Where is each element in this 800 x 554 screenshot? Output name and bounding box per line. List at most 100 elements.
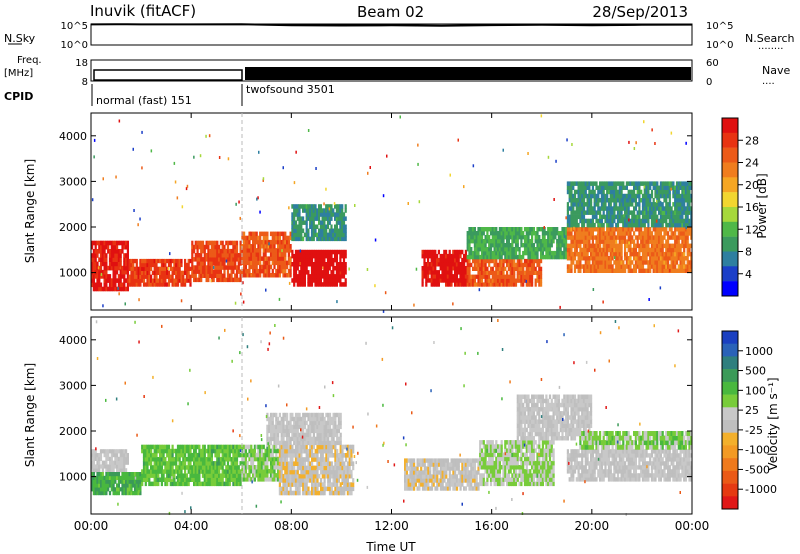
heatmap-cell <box>620 218 623 224</box>
heatmap-cell <box>219 457 222 462</box>
heatmap-cell <box>570 193 573 199</box>
heatmap-cell <box>677 189 680 195</box>
heatmap-cell <box>309 490 312 496</box>
heatmap-cell <box>328 262 331 267</box>
heatmap-cell <box>650 210 654 215</box>
heatmap-cell <box>624 231 627 236</box>
heatmap-cell <box>146 262 149 268</box>
heatmap-cell <box>672 243 675 249</box>
heatmap-cell <box>311 486 314 492</box>
heatmap-cell <box>262 256 265 261</box>
heatmap-cell <box>232 473 235 478</box>
heatmap-cell <box>684 235 687 240</box>
heatmap-cell <box>260 256 264 261</box>
heatmap-cell <box>477 243 480 248</box>
heatmap-cell <box>604 206 607 211</box>
heatmap-cell <box>575 227 578 232</box>
heatmap-cell <box>228 473 231 478</box>
heatmap-cell <box>548 254 552 260</box>
heatmap-cell <box>480 262 484 268</box>
heatmap-cell <box>169 477 172 482</box>
heatmap-cell <box>155 258 158 264</box>
heatmap-cell <box>633 222 636 228</box>
heatmap-cell <box>620 193 623 199</box>
heatmap-cell <box>613 256 616 260</box>
heatmap-cell <box>303 478 307 483</box>
heatmap-cell <box>223 448 226 454</box>
heatmap-cell <box>278 248 281 253</box>
heatmap-cell <box>210 452 213 458</box>
heatmap-cell <box>230 261 233 266</box>
heatmap-cell <box>645 256 648 261</box>
heatmap-cell <box>142 444 146 450</box>
heatmap-cell <box>171 266 174 271</box>
heatmap-cell <box>500 227 503 232</box>
heatmap-cell <box>173 481 176 487</box>
heatmap-cell <box>209 273 212 278</box>
heatmap-cell <box>300 266 303 271</box>
heatmap-cell <box>602 222 605 228</box>
heatmap-cell <box>114 286 117 292</box>
heatmap-cell <box>110 460 113 465</box>
heatmap-cell <box>253 448 256 454</box>
beam-title: Beam 02 <box>357 3 424 21</box>
heatmap-cell <box>101 253 104 258</box>
heatmap-cell <box>114 249 117 254</box>
heatmap-cell <box>214 473 217 478</box>
heatmap-cell <box>493 270 496 275</box>
heatmap-cell <box>298 478 301 483</box>
heatmap-cell <box>579 231 582 236</box>
heatmap-cell <box>107 479 110 484</box>
heatmap-cell <box>455 262 458 267</box>
heatmap-cell <box>302 482 305 487</box>
heatmap-cell <box>171 278 174 283</box>
heatmap-cell <box>293 236 296 242</box>
heatmap-cell <box>634 256 637 261</box>
heatmap-cell <box>452 257 455 263</box>
heatmap-cell <box>497 278 500 283</box>
heatmap-cell <box>634 247 637 253</box>
heatmap-cell <box>123 274 126 279</box>
heatmap-cell <box>218 448 221 454</box>
heatmap-cell <box>307 208 310 213</box>
heatmap-cell <box>210 279 213 283</box>
heatmap-cell <box>228 477 231 482</box>
heatmap-cell <box>153 477 156 482</box>
heatmap-cell <box>221 457 224 462</box>
heatmap-cell <box>123 464 126 469</box>
heatmap-cell <box>656 199 658 203</box>
heatmap-cell <box>128 266 131 271</box>
heatmap-cell <box>130 266 133 271</box>
heatmap-cell <box>310 274 314 279</box>
heatmap-cell <box>125 468 128 473</box>
heatmap-cell <box>618 189 621 195</box>
heatmap-cell <box>216 465 219 470</box>
heatmap-cell <box>286 461 289 466</box>
heatmap-cell <box>511 227 514 232</box>
heatmap-cell <box>230 473 233 478</box>
heatmap-cell <box>137 223 139 227</box>
heatmap-cell <box>171 282 174 287</box>
heatmap-cell <box>636 243 639 249</box>
heatmap-cell <box>205 244 208 250</box>
heatmap-cell <box>629 231 632 236</box>
heatmap-cell <box>214 261 217 266</box>
heatmap-cell <box>602 181 605 186</box>
heatmap-cell <box>264 452 267 458</box>
heatmap-cell <box>681 268 684 273</box>
heatmap-cell <box>441 253 444 259</box>
heatmap-cell <box>677 264 680 269</box>
heatmap-cell <box>278 231 281 237</box>
heatmap-cell <box>128 479 131 484</box>
heatmap-cell <box>126 483 129 488</box>
heatmap-cell <box>98 282 101 288</box>
heatmap-cell <box>257 469 260 474</box>
heatmap-cell <box>683 243 686 249</box>
heatmap-cell <box>159 448 162 454</box>
heatmap-cell <box>280 231 283 237</box>
heatmap-cell <box>658 264 661 269</box>
heatmap-cell <box>326 208 330 213</box>
heatmap-cell <box>430 262 433 267</box>
heatmap-cell <box>112 468 115 473</box>
heatmap-cell <box>269 448 273 454</box>
